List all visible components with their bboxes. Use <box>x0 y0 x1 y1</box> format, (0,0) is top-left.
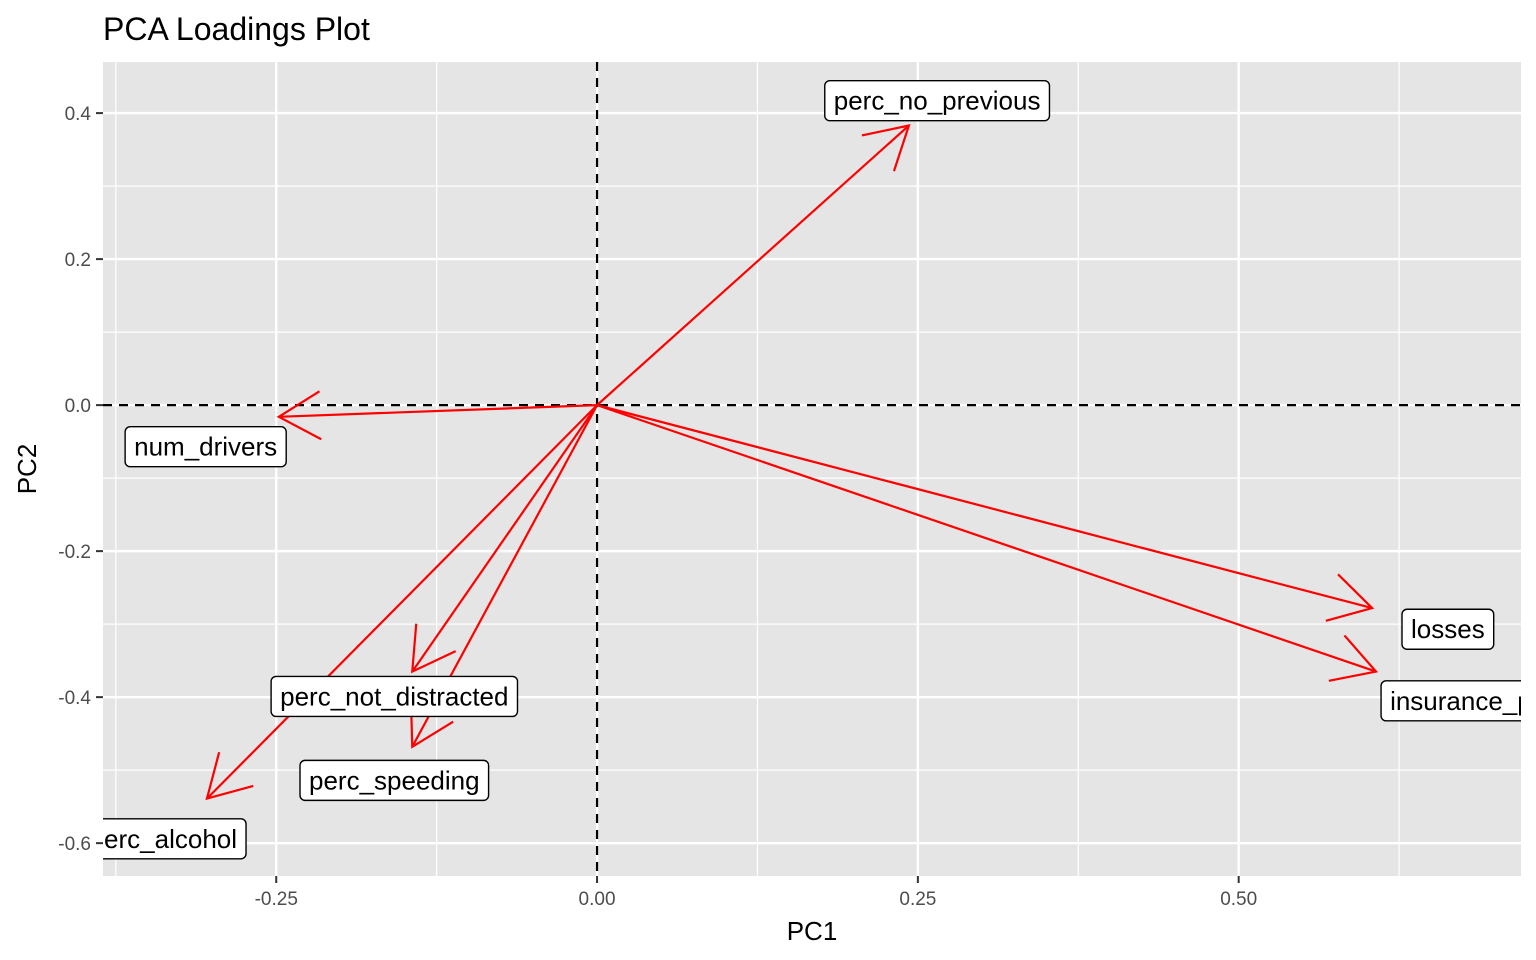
x-axis-title: PC1 <box>787 916 838 946</box>
arrow-shaft <box>206 404 598 800</box>
loading-label-num_drivers: num_drivers <box>124 426 287 468</box>
y-tick-label: 0.0 <box>65 396 91 417</box>
arrow-shaft <box>411 404 598 673</box>
label-box <box>824 79 1051 122</box>
loading-label-perc_alcohol: perc_alcohol <box>90 818 247 860</box>
label-box <box>103 818 247 860</box>
plot-panel <box>103 62 1521 876</box>
loading-arrows <box>205 124 1379 801</box>
label-box <box>1380 680 1521 722</box>
y-tick-label: 0.2 <box>65 250 91 271</box>
x-tick-label: 0.25 <box>899 889 936 910</box>
y-tick-label: -0.6 <box>58 834 91 855</box>
loading-label-perc_no_previous: perc_no_previous <box>824 79 1051 122</box>
loading-arrow-perc_not_distracted <box>411 404 598 674</box>
label-text: perc_alcohol <box>90 824 237 854</box>
arrow-head <box>411 623 457 674</box>
x-axis-ticks: -0.25 0.00 0.25 0.50 <box>255 876 1257 910</box>
arrow-shaft <box>596 404 1373 610</box>
chart-title: PCA Loadings Plot <box>103 11 370 47</box>
arrow-head <box>1325 573 1375 622</box>
x-tick-label: 0.00 <box>579 889 616 910</box>
y-axis-title: PC2 <box>12 444 42 495</box>
y-tick-label: 0.4 <box>65 104 92 125</box>
label-text: insurance_premiums <box>1390 686 1536 716</box>
arrow-shaft <box>596 404 1377 673</box>
loading-arrow-perc_alcohol <box>205 404 598 801</box>
label-box <box>299 759 490 802</box>
reference-lines <box>103 62 1521 876</box>
label-text: losses <box>1411 614 1485 644</box>
label-box <box>124 426 287 468</box>
label-text: perc_not_distracted <box>280 681 508 711</box>
x-tick-label: -0.25 <box>255 889 298 910</box>
arrow-head <box>1328 634 1379 682</box>
loading-label-losses: losses <box>1401 608 1495 650</box>
label-text: perc_no_previous <box>834 86 1041 116</box>
loading-arrow-num_drivers <box>276 390 598 441</box>
y-tick-label: -0.2 <box>58 542 91 563</box>
arrow-shaft <box>596 124 910 406</box>
loading-arrow-losses <box>596 404 1375 622</box>
arrow-head <box>205 751 254 801</box>
loading-arrow-perc_no_previous <box>596 124 911 406</box>
arrow-head <box>276 390 322 441</box>
arrow-head <box>861 124 911 172</box>
arrow-shaft <box>278 404 598 418</box>
loading-arrow-insurance_premiums <box>596 404 1379 682</box>
label-box <box>270 675 519 718</box>
loading-label-perc_not_distracted: perc_not_distracted <box>270 675 519 718</box>
loading-label-perc_speeding: perc_speeding <box>299 759 490 802</box>
x-tick-label: 0.50 <box>1220 889 1257 910</box>
y-axis-ticks: -0.6 -0.4 -0.2 0.0 0.2 0.4 <box>58 104 103 855</box>
label-text: num_drivers <box>134 432 277 462</box>
label-text: perc_speeding <box>309 765 480 795</box>
y-tick-label: -0.4 <box>58 688 91 709</box>
label-box <box>1401 608 1495 650</box>
loading-label-insurance_premiums: insurance_premiums <box>1380 680 1536 722</box>
